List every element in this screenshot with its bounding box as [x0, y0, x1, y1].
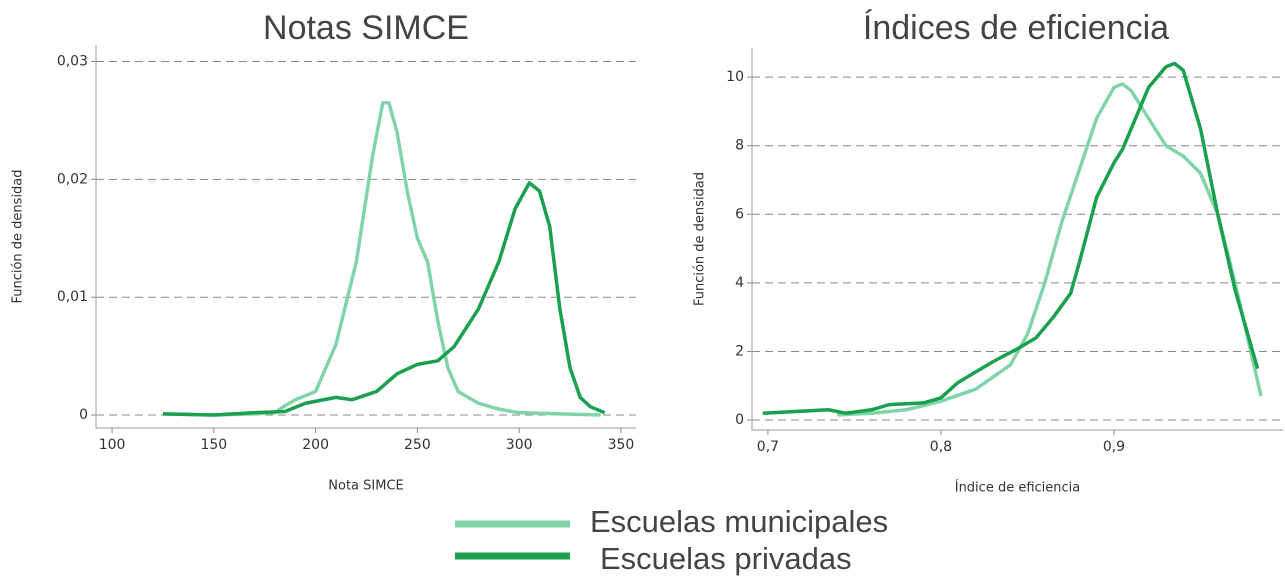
- y-axis-label: Función de densidad: [11, 169, 26, 303]
- x-tick-label: 0,7: [757, 439, 779, 455]
- y-tick-label: 0,01: [57, 289, 88, 305]
- y-tick-label: 4: [735, 275, 744, 291]
- y-tick-label: 0,02: [57, 171, 88, 187]
- x-tick-label: 0,9: [1103, 439, 1125, 455]
- x-axis-label: Nota SIMCE: [328, 479, 403, 494]
- x-tick-label: 300: [506, 437, 533, 453]
- axis-frame: [95, 45, 636, 429]
- x-tick-label: 200: [302, 437, 329, 453]
- y-tick-label: 8: [735, 138, 744, 154]
- density-line: [837, 82, 1263, 417]
- chart-title: Índices de eficiencia: [863, 9, 1169, 47]
- x-tick-label: 0,8: [930, 439, 952, 455]
- y-tick-label: 0: [79, 407, 88, 423]
- y-tick-label: 0: [735, 412, 744, 428]
- x-axis-label: Índice de eficiencia: [955, 480, 1081, 496]
- x-tick-label: 100: [99, 437, 126, 453]
- legend-label: Escuelas privadas: [600, 541, 852, 576]
- y-tick-label: 0,03: [57, 53, 88, 69]
- y-tick-label: 10: [726, 69, 744, 85]
- density-line: [762, 61, 1260, 415]
- x-tick-label: 150: [200, 437, 227, 453]
- axis-frame: [751, 48, 1283, 431]
- y-axis-label: Función de densidad: [693, 172, 708, 306]
- x-tick-label: 250: [404, 437, 431, 453]
- density-line: [162, 181, 606, 417]
- x-tick-label: 350: [608, 437, 635, 453]
- density-line: [162, 100, 601, 417]
- chart-title: Notas SIMCE: [263, 9, 469, 47]
- legend-label: Escuelas municipales: [590, 504, 888, 539]
- y-tick-label: 6: [735, 206, 744, 222]
- y-tick-label: 2: [735, 343, 744, 359]
